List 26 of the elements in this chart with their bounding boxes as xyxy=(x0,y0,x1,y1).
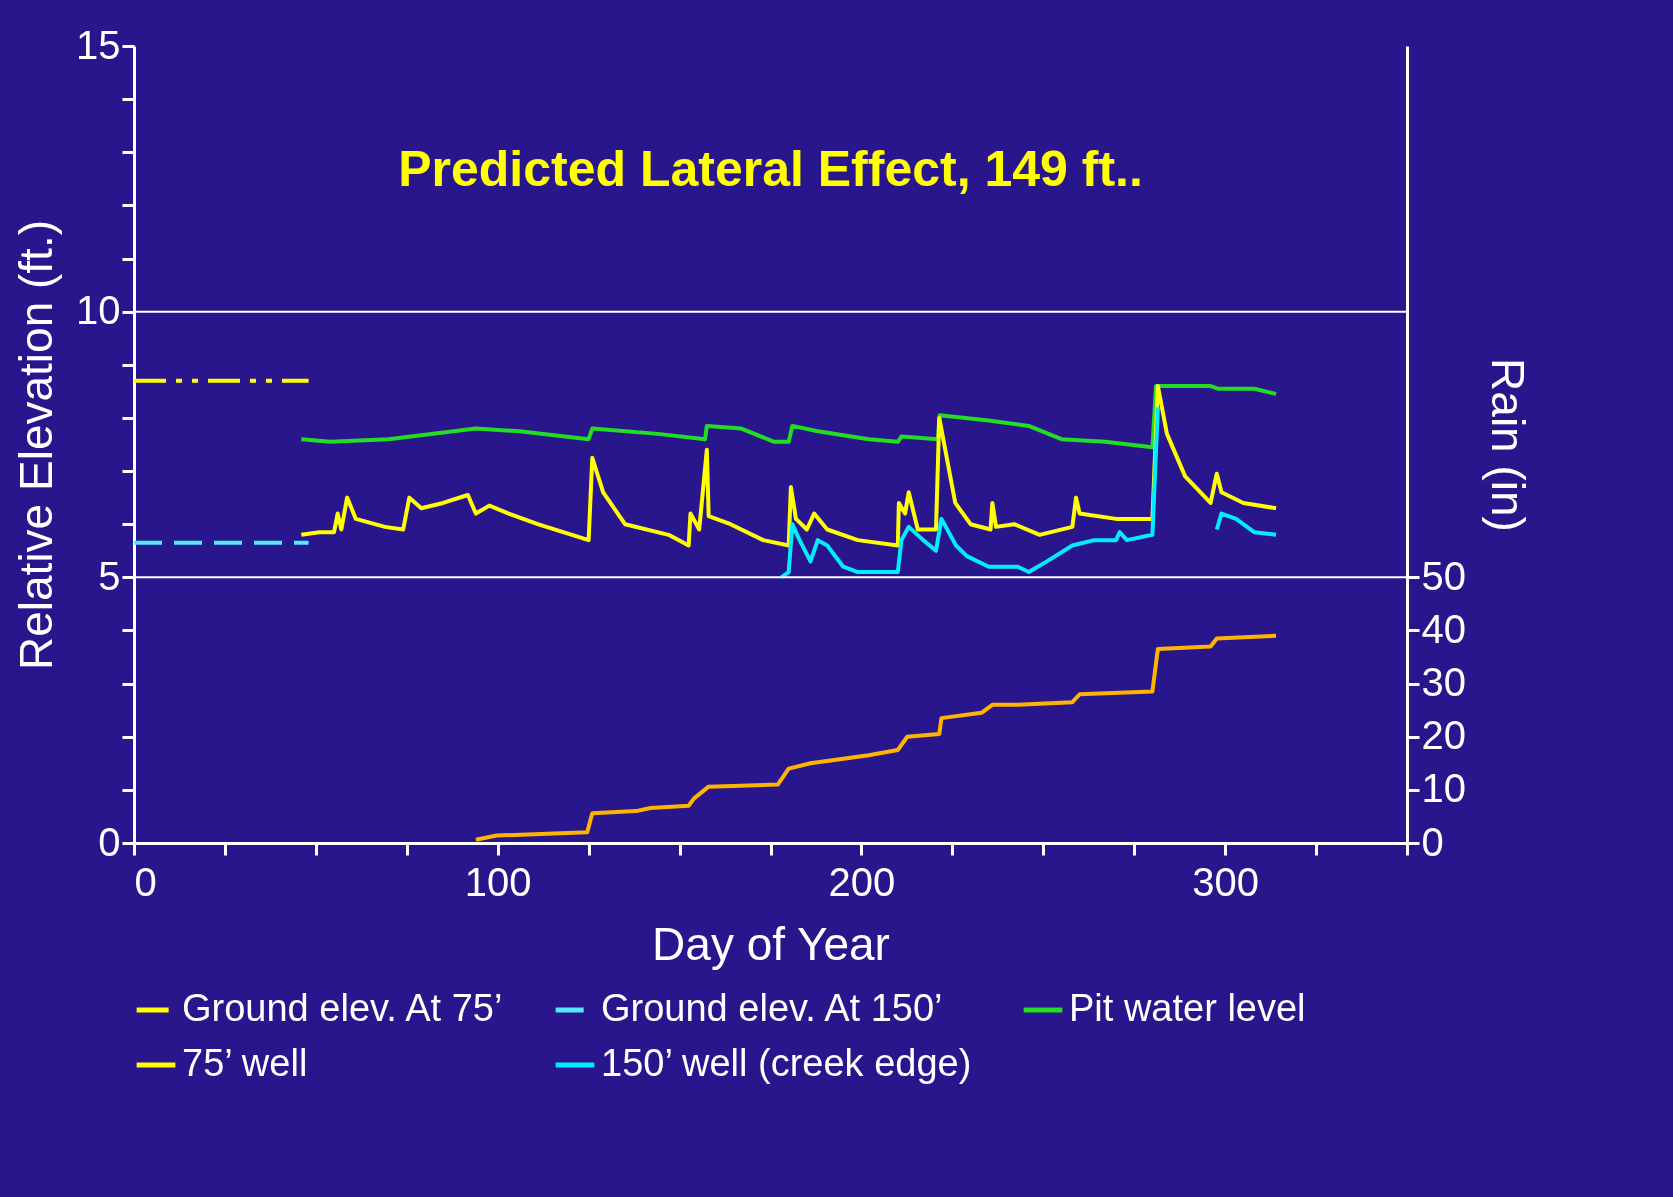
x-tick-label: 200 xyxy=(828,859,896,904)
x-tick-label: 100 xyxy=(464,859,532,904)
y-tick-label: 5 xyxy=(98,553,121,598)
line-series xyxy=(299,384,1279,548)
y-tick-label: 10 xyxy=(76,288,121,333)
y2-tick-label: 40 xyxy=(1421,606,1466,651)
y-tick-label: 0 xyxy=(98,819,121,864)
y2-tick-label: 10 xyxy=(1421,766,1466,811)
text: Predicted Lateral Effect, 149 ft.. xyxy=(398,141,1143,197)
x-axis-title: Day of Year xyxy=(652,917,890,970)
y2-axis-title: Rain (in) xyxy=(1481,358,1534,532)
legend-label: Pit water level xyxy=(1069,987,1306,1029)
line-series xyxy=(299,384,1279,450)
legend-label: Ground elev. At 150’ xyxy=(601,987,943,1029)
legend-label: 75’ well xyxy=(182,1042,308,1084)
x-tick-label: 0 xyxy=(134,859,157,904)
y-tick-label: 15 xyxy=(76,22,121,67)
legend-label: Ground elev. At 75’ xyxy=(182,987,503,1029)
x-tick-label: 300 xyxy=(1192,859,1260,904)
y2-tick-label: 20 xyxy=(1421,713,1466,758)
y2-tick-label: 50 xyxy=(1421,553,1466,598)
legend-label: 150’ well (creek edge) xyxy=(601,1042,972,1084)
line-series xyxy=(473,633,1279,842)
y-axis-title: Relative Elevation (ft.) xyxy=(10,220,63,670)
y2-tick-label: 0 xyxy=(1421,819,1444,864)
y2-tick-label: 30 xyxy=(1421,660,1466,705)
